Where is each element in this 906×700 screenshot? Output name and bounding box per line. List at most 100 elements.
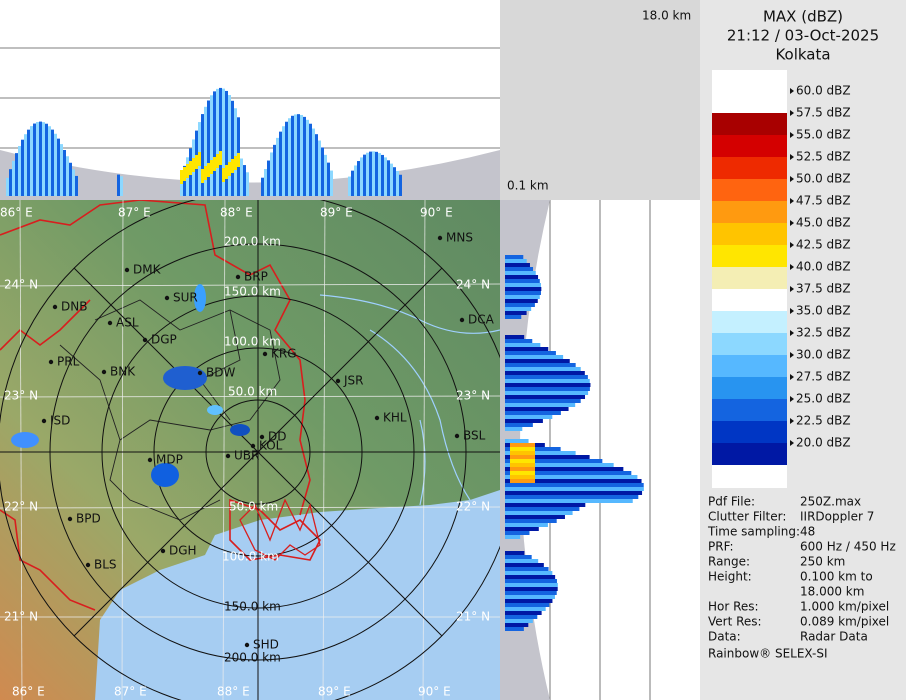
legend-swatch — [712, 443, 787, 465]
echo-column — [225, 90, 228, 196]
city-label: DCA — [468, 313, 495, 327]
legend-tick — [790, 286, 794, 292]
echo-core — [180, 170, 183, 184]
echo-column — [222, 88, 225, 196]
side-echo — [505, 255, 644, 631]
echo-core — [510, 479, 535, 483]
echo-column — [51, 129, 54, 196]
echo-column — [21, 139, 24, 196]
lat-label: 23° N — [4, 389, 38, 403]
echo-row — [505, 531, 530, 535]
city-dot — [142, 337, 148, 343]
echo-row — [505, 483, 644, 487]
echo-core — [204, 166, 207, 180]
city-dot — [48, 359, 54, 365]
echo-column — [219, 87, 222, 196]
echo-row — [505, 295, 540, 299]
echo-column — [30, 126, 33, 196]
echo-core — [510, 471, 535, 475]
echo-column — [261, 177, 264, 196]
echo-column — [303, 116, 306, 196]
echo-row — [505, 523, 548, 527]
product-title: MAX (dBZ) — [763, 8, 843, 26]
echo-column — [279, 131, 282, 196]
legend-label: 45.0 dBZ — [796, 216, 851, 230]
lon-label: 89° E — [318, 685, 351, 699]
echoes — [11, 284, 250, 487]
echo-column — [6, 177, 9, 196]
echo-column — [318, 140, 321, 196]
echo-column — [276, 137, 279, 196]
echo-row — [505, 603, 550, 607]
echo-core — [201, 169, 204, 183]
echo-column — [54, 133, 57, 196]
echo-core — [234, 156, 237, 170]
echo-row — [505, 503, 586, 507]
echo-column — [291, 115, 294, 196]
echo-column — [228, 95, 231, 196]
echo-row — [505, 367, 581, 371]
echo-row — [505, 335, 525, 339]
echo-row — [505, 347, 549, 351]
rivers — [319, 294, 500, 506]
echo-column — [354, 165, 357, 196]
echo-core — [219, 151, 222, 165]
echo-column — [234, 108, 237, 196]
city-dot — [437, 235, 443, 241]
info-key: Range: — [708, 555, 750, 569]
echo-column — [75, 175, 78, 196]
map — [0, 200, 500, 700]
top-height: 18.0 km — [642, 9, 691, 23]
city-label: BRP — [244, 270, 268, 284]
echo-row — [505, 559, 539, 563]
city-dot — [124, 267, 130, 273]
echo-column — [309, 123, 312, 196]
info-key: Height: — [708, 570, 752, 584]
legend-swatch — [712, 311, 787, 333]
echo-core — [510, 447, 535, 451]
legend-tick — [790, 440, 794, 446]
echo-column — [357, 161, 360, 196]
echo-column — [201, 114, 204, 196]
echo-column — [24, 134, 27, 196]
echo-column — [60, 144, 63, 196]
echo-row — [505, 343, 541, 347]
lon-label: 87° E — [114, 685, 147, 699]
city-dot — [244, 642, 250, 648]
echo-column — [63, 150, 66, 196]
echo-core — [510, 459, 535, 463]
echo-row — [505, 487, 644, 491]
lon-label: 90° E — [418, 685, 451, 699]
lon-label: 86° E — [0, 206, 33, 220]
echo-column — [312, 128, 315, 196]
footer: Rainbow® SELEX-SI — [708, 647, 828, 661]
echo-column — [69, 162, 72, 196]
echo-row — [505, 459, 603, 463]
city-label: KRG — [271, 347, 297, 361]
city-dot — [67, 516, 73, 522]
legend-label: 55.0 dBZ — [796, 128, 851, 142]
city-label: UBR — [234, 449, 259, 463]
echo-row — [505, 479, 642, 483]
info-key: Pdf File: — [708, 495, 755, 509]
echo-row — [505, 395, 586, 399]
echo-column — [315, 134, 318, 196]
echo-row — [505, 259, 527, 263]
legend-swatch — [712, 157, 787, 179]
cities: MNS BRP DMK SUR DNB ASL DGP KRG PRL BNK BDW JSR ISD K… — [41, 231, 495, 652]
echo-row — [505, 611, 542, 615]
echo-row — [505, 519, 557, 523]
echo-row — [505, 551, 525, 555]
echo-row — [505, 307, 532, 311]
range-label: 200.0 km — [224, 235, 281, 249]
echo-column — [18, 146, 21, 196]
city-dot — [250, 443, 256, 449]
range-label: 50.0 km — [228, 385, 277, 399]
city-label: BDW — [206, 366, 235, 380]
city-label: DGP — [151, 333, 177, 347]
echo-core — [510, 463, 535, 467]
echo-column — [378, 153, 381, 196]
echo-row — [505, 495, 639, 499]
echo-column — [285, 121, 288, 196]
echo-row — [505, 623, 529, 627]
